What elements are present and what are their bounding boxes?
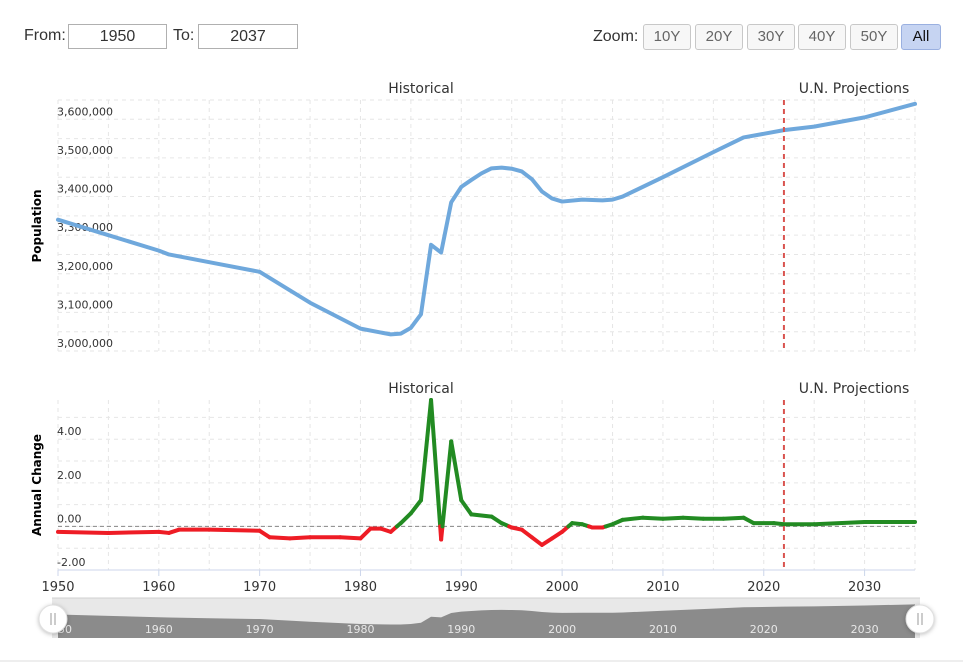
x-tick-label: 1970: [243, 580, 276, 595]
bottom-projections-label: U.N. Projections: [799, 381, 910, 397]
population-y-tick-label: 3,200,000: [57, 260, 113, 273]
annual-change-y-tick-label: 2.00: [57, 469, 82, 482]
x-tick-label: 1950: [41, 580, 74, 595]
zoom-50y-button[interactable]: 50Y: [850, 24, 898, 50]
annual-change-segment: [681, 515, 706, 521]
annual-change-segment: [440, 439, 454, 529]
zoom-30y-button[interactable]: 30Y: [747, 24, 795, 50]
annual-change-series: [56, 398, 917, 547]
x-tick-label: 1990: [445, 580, 478, 595]
x-tick-label: 1980: [344, 580, 377, 595]
annual-change-segment: [408, 498, 423, 516]
zoom-40y-button[interactable]: 40Y: [798, 24, 846, 50]
navigator-tick-label: 2020: [750, 623, 778, 636]
navigator-tick-label: 2010: [649, 623, 677, 636]
navigator-right-handle[interactable]: [905, 604, 935, 634]
navigator-tick-label: 1980: [346, 623, 374, 636]
annual-change-segment: [640, 515, 665, 521]
x-tick-label: 2000: [546, 580, 579, 595]
annual-change-segment: [529, 535, 544, 547]
annual-change-y-tick-label: 4.00: [57, 425, 82, 438]
annual-change-segment: [459, 498, 474, 517]
annual-change-y-tick-label: -2.00: [57, 556, 85, 569]
from-date-input[interactable]: [68, 24, 167, 49]
annual-change-segment: [56, 529, 111, 535]
population-series-line: [56, 101, 917, 337]
x-tick-label: 2030: [848, 580, 881, 595]
zoom-label: Zoom:: [593, 28, 639, 45]
to-label: To:: [173, 27, 195, 44]
navigator-tick-label: 1960: [145, 623, 173, 636]
zoom-all-button[interactable]: All: [901, 24, 941, 50]
x-axis-ticks: 1950 1960 1970 1980 1990 2000 2010 2020 2030: [41, 570, 881, 595]
annual-change-segment: [469, 512, 494, 519]
annual-change-segment: [449, 439, 464, 503]
annual-change-segment: [550, 529, 565, 541]
annual-change-segment: [660, 515, 686, 521]
navigator-series-area: [58, 604, 915, 638]
annual-change-segment: [539, 536, 555, 547]
navigator-left-handle[interactable]: [38, 604, 68, 634]
x-tick-label: 2020: [747, 580, 780, 595]
annual-change-segment: [267, 535, 292, 541]
annual-change-segment: [358, 526, 373, 541]
population-y-tick-label: 3,100,000: [57, 298, 113, 311]
annual-change-segment: [489, 514, 504, 526]
x-tick-label: 1960: [142, 580, 175, 595]
annual-change-segment: [439, 524, 445, 542]
from-label: From:: [24, 27, 66, 44]
population-y-tick-label: 3,000,000: [57, 337, 113, 350]
annual-change-segment: [257, 528, 272, 540]
annual-change-segment: [429, 398, 443, 529]
population-y-tick-label: 3,500,000: [57, 144, 113, 157]
annual-change-segment: [418, 398, 434, 503]
top-historical-label: Historical: [388, 81, 454, 97]
annual-change-y-tick-label: 0.00: [57, 512, 82, 525]
population-y-tick-label: 3,400,000: [57, 183, 113, 196]
annual-change-segment: [721, 515, 746, 521]
annual-change-segment: [519, 527, 534, 540]
annual-change-axis-title: Annual Change: [30, 434, 44, 536]
annual-change-segment: [287, 535, 313, 541]
zoom-10y-button[interactable]: 10Y: [643, 24, 691, 50]
annual-change-segment: [398, 511, 413, 526]
annual-change-segment: [620, 515, 645, 522]
top-projections-label: U.N. Projections: [799, 81, 910, 97]
navigator-tick-label: 1970: [246, 623, 274, 636]
annual-change-segment: [812, 520, 867, 527]
to-date-input[interactable]: [198, 24, 298, 49]
population-y-tick-label: 3,600,000: [57, 105, 113, 118]
population-axis-title: Population: [30, 189, 44, 262]
navigator-tick-label: 2030: [851, 623, 879, 636]
x-tick-label: 2010: [646, 580, 679, 595]
annual-change-segment: [207, 527, 262, 533]
annual-change-segment: [338, 535, 363, 541]
navigator-tick-label: 1990: [447, 623, 475, 636]
population-y-ticks: 3,000,0003,100,0003,200,0003,300,0003,40…: [57, 105, 113, 350]
zoom-20y-button[interactable]: 20Y: [695, 24, 743, 50]
navigator-tick-label: 2000: [548, 623, 576, 636]
bottom-historical-label: Historical: [388, 381, 454, 397]
annual-change-segment: [106, 529, 161, 535]
annual-change-y-ticks: -2.00 0.00 2.00 4.00: [57, 425, 85, 569]
